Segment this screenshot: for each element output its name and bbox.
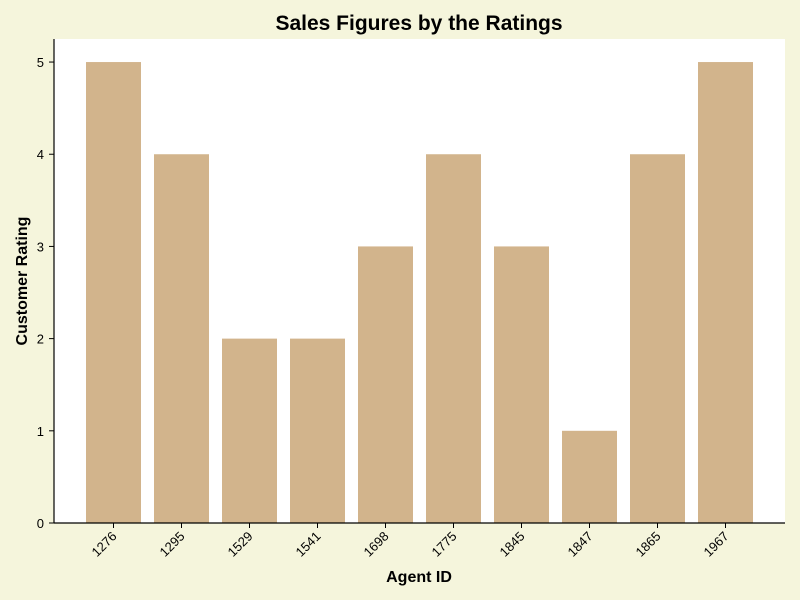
y-tick-label: 1 [37, 424, 44, 439]
x-tick-label: 1698 [361, 529, 392, 560]
x-tick-label: 1775 [429, 529, 460, 560]
y-axis-label: Customer Rating [14, 217, 31, 346]
x-tick-label: 1865 [633, 529, 664, 560]
x-tick-label: 1845 [497, 529, 528, 560]
x-tick-label: 1529 [225, 529, 256, 560]
bar-1845 [494, 246, 549, 523]
bar-1529 [222, 338, 277, 523]
chart-title: Sales Figures by the Ratings [275, 12, 562, 35]
bar-1698 [358, 246, 413, 523]
bar-1775 [426, 154, 481, 523]
y-tick-label: 2 [37, 332, 44, 347]
y-axis-ticks: 0 1 2 3 4 5 [37, 55, 54, 531]
bar-1847 [562, 430, 617, 523]
bars-group [86, 62, 753, 524]
bar-1541 [290, 338, 345, 523]
y-tick-label: 5 [37, 55, 44, 70]
x-axis-label: Agent ID [386, 569, 452, 586]
x-tick-label: 1295 [157, 529, 188, 560]
bar-1276 [86, 62, 141, 524]
bar-1967 [698, 62, 753, 524]
y-tick-label: 4 [37, 147, 44, 162]
x-tick-label: 1967 [701, 529, 732, 560]
x-tick-label: 1541 [293, 529, 324, 560]
x-tick-label: 1847 [565, 529, 596, 560]
y-tick-label: 0 [37, 516, 44, 531]
x-axis-ticks: 1276 1295 1529 1541 1698 1775 1845 1847 1865 1967 [89, 523, 732, 560]
x-tick-label: 1276 [89, 529, 120, 560]
bar-1865 [630, 154, 685, 523]
bar-1295 [154, 154, 209, 523]
y-tick-label: 3 [37, 239, 44, 254]
